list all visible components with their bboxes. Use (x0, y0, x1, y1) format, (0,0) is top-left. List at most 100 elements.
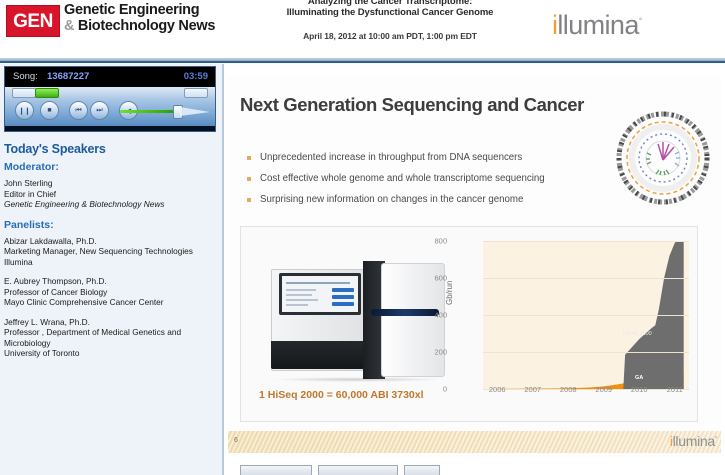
speakers-section: Today's Speakers Moderator: John Sterlin… (4, 142, 216, 368)
gen-logo[interactable]: GEN Genetic Engineering & Biotechnology … (6, 3, 218, 45)
bullet-marker-icon (247, 156, 251, 160)
header-divider-accent (0, 61, 725, 63)
seek-bar[interactable] (5, 87, 215, 98)
panelist-role-cont: Microbiology (4, 337, 51, 348)
instrument-base (271, 341, 367, 369)
pause-button[interactable]: ❙❙ (15, 101, 34, 120)
gen-logo-line2-text: Biotechnology News (77, 18, 216, 34)
slide: Next Generation Sequencing and Cancer (228, 76, 721, 458)
toolbar-button-1[interactable] (240, 465, 312, 475)
volume-wedge-icon (180, 107, 210, 116)
moderator-role: Editor in Chief (4, 188, 57, 199)
chart-x-tick: 2006 (488, 385, 506, 394)
next-button[interactable]: ⏭ (90, 101, 109, 120)
slide-bullet: Unprecedented increase in throughput fro… (244, 152, 594, 164)
gen-logo-ampersand: & (64, 18, 75, 34)
slide-title: Next Generation Sequencing and Cancer (240, 94, 584, 115)
instrument-flowcell-slot (371, 309, 439, 316)
webinar-title: Analyzing the Cancer Transcriptome: Illu… (240, 0, 540, 18)
media-player-info-bar: Song: 13687227 03:59 (5, 67, 215, 87)
slide-bullets: Unprecedented increase in throughput fro… (244, 152, 594, 215)
seek-bar-left-cap (12, 88, 36, 98)
bullet-marker-icon (247, 177, 251, 181)
volume-slider-track[interactable] (120, 110, 175, 113)
moderator-org: Genetic Engineering & Biotechnology News (4, 199, 165, 209)
gen-logo-wordmark: Genetic Engineering & Biotechnology News (64, 3, 219, 35)
bullet-marker-icon (247, 198, 251, 202)
slide-footer-texture (228, 431, 721, 453)
panelist-name: E. Aubrey Thompson, Ph.D. (4, 276, 107, 286)
chart-annotation-ga: GA (635, 375, 644, 381)
panelist-entry: Abizar Lakdawalla, Ph.D. Marketing Manag… (4, 236, 216, 268)
song-id: 13687227 (47, 71, 90, 82)
sidebar: Song: 13687227 03:59 ❙❙ ■ ⏮ ⏭ ◀ (0, 64, 224, 475)
stop-icon: ■ (47, 107, 52, 114)
chart-x-tick: 2008 (559, 385, 577, 394)
next-icon: ⏭ (96, 106, 103, 114)
instrument-shadow (269, 377, 445, 382)
previous-button[interactable]: ⏮ (69, 101, 88, 120)
chart-y-axis-label: Gb/run (445, 280, 454, 305)
seek-bar-progress (35, 88, 59, 98)
transport-controls: ❙❙ ■ ⏮ ⏭ ◀ (5, 99, 215, 125)
gen-logo-mark-text: GEN (13, 10, 53, 32)
throughput-chart: Gb/run HiSeq 2000 GA 0 200 400 600 800 2006 20… (434, 235, 693, 415)
chart-gridline (483, 315, 689, 316)
panelist-name: Jeffrey L. Wrana, Ph.D. (4, 316, 90, 327)
gen-logo-mark: GEN (6, 5, 60, 37)
slide-bullet: Cost effective whole genome and whole tr… (244, 173, 594, 185)
chart-gridline (483, 389, 689, 390)
pause-icon: ❙❙ (18, 107, 31, 115)
media-player-controls: ❙❙ ■ ⏮ ⏭ ◀ (5, 87, 215, 132)
webinar-title-line2: Illuminating the Dysfunctional Cancer Ge… (286, 7, 494, 18)
gen-logo-line2: & Biotechnology News (64, 18, 219, 34)
toolbar-button-2[interactable] (318, 465, 398, 475)
moderator-entry: John Sterling Editor in Chief Genetic En… (4, 178, 216, 210)
illumina-footer-text: llumina (672, 433, 716, 449)
panelist-org: Illumina (4, 256, 33, 267)
instrument-right-module (381, 263, 445, 377)
instrument-screen-content (282, 276, 358, 312)
illumina-logo-registered: ° (638, 16, 643, 26)
panelist-entry: Jeffrey L. Wrana, Ph.D. Professor , Depa… (4, 317, 216, 359)
circos-genome-icon (609, 106, 717, 210)
illumina-logo-accent: i (552, 10, 558, 40)
illumina-logo-footer: illumina° (669, 433, 718, 449)
instrument-touchscreen (279, 273, 361, 315)
stop-button[interactable]: ■ (40, 101, 59, 120)
panelist-name: Abizar Lakdawalla, Ph.D. (4, 235, 97, 246)
bullet-text: Cost effective whole genome and whole tr… (260, 173, 545, 184)
chart-gridline (483, 241, 689, 242)
chart-gridline (483, 278, 689, 279)
illumina-logo-header[interactable]: illumina° (552, 10, 642, 41)
sequencer-instrument-image (263, 241, 448, 382)
slide-bullet: Surprising new information on changes in… (244, 194, 594, 206)
media-player[interactable]: Song: 13687227 03:59 ❙❙ ■ ⏮ ⏭ ◀ (4, 66, 216, 132)
bullet-text: Unprecedented increase in throughput fro… (260, 152, 523, 163)
chart-x-tick: 2007 (524, 385, 542, 394)
panelist-org: Mayo Clinic Comprehensive Cancer Center (4, 297, 164, 307)
moderator-heading: Moderator: (4, 161, 59, 173)
webinar-date: April 18, 2012 at 10:00 am PDT, 1:00 pm … (303, 31, 477, 41)
chart-y-tick: 800 (434, 236, 447, 246)
chart-x-tick: 2010 (630, 385, 648, 394)
chart-x-tick: 2011 (666, 385, 683, 394)
illumina-footer-registered: ° (714, 436, 717, 443)
song-time: 03:59 (183, 71, 208, 82)
slide-number: 6 (234, 437, 238, 444)
chart-annotation-hiseq: HiSeq 2000 (623, 331, 652, 337)
slide-footer-band: 6 illumina° (228, 431, 721, 453)
panelist-role: Professor , Department of Medical Geneti… (4, 327, 182, 337)
chart-y-tick: 200 (434, 347, 447, 357)
page-header: GEN Genetic Engineering & Biotechnology … (0, 0, 725, 63)
song-label: Song: (13, 71, 38, 82)
bullet-text: Surprising new information on changes in… (260, 194, 524, 205)
previous-icon: ⏮ (75, 106, 82, 114)
chart-y-tick: 400 (434, 310, 447, 320)
panelist-entry: E. Aubrey Thompson, Ph.D. Professor of C… (4, 276, 216, 308)
illumina-footer-accent: i (669, 433, 673, 449)
header-divider (0, 58, 725, 61)
panelists-heading: Panelists: (4, 218, 54, 231)
toolbar-button-3[interactable] (404, 465, 440, 475)
speakers-heading: Today's Speakers (4, 142, 106, 156)
